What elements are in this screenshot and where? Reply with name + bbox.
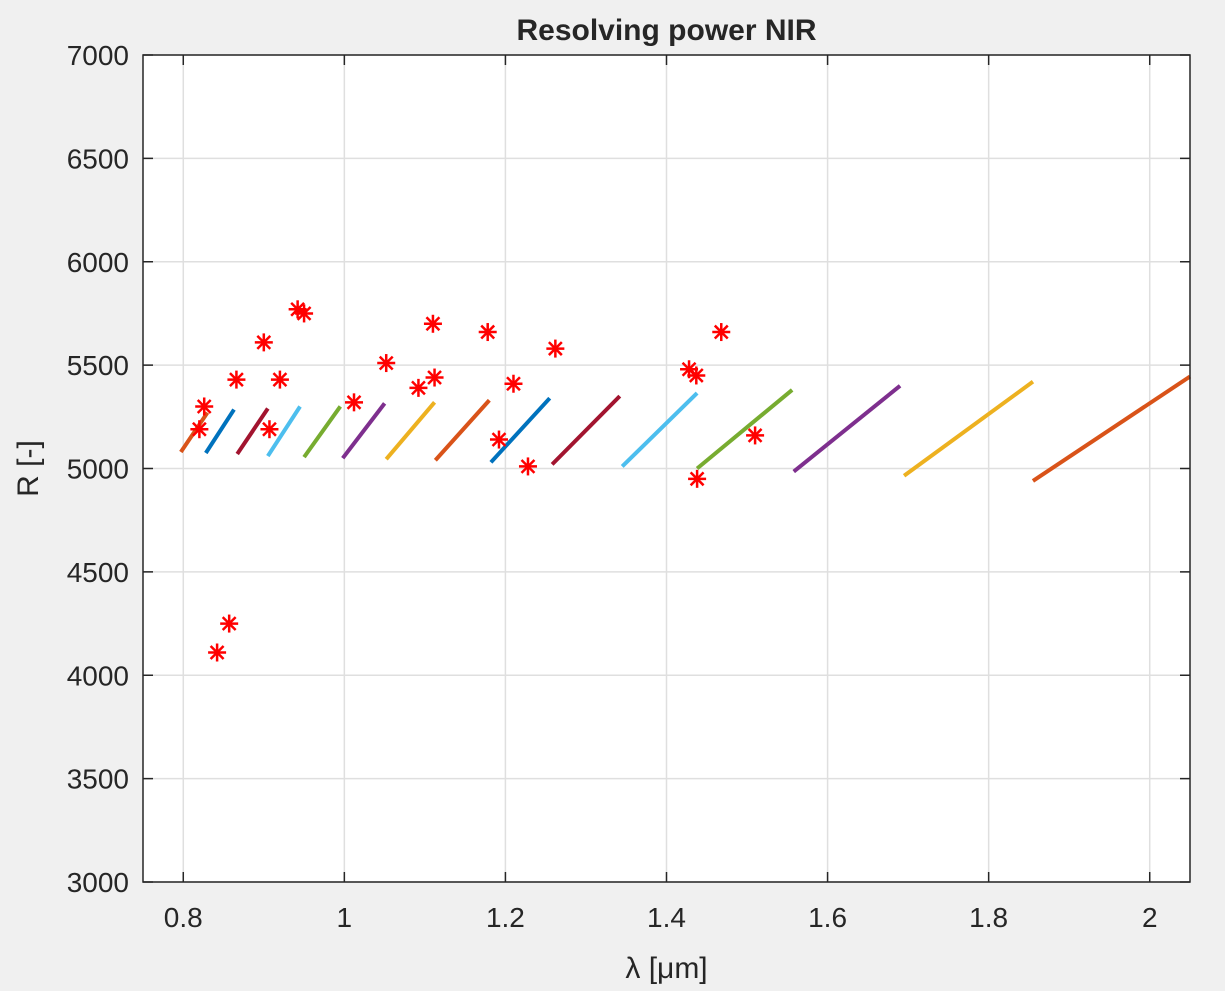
data-point-marker [712, 323, 731, 342]
series-line [792, 384, 902, 474]
series-line [302, 405, 342, 459]
series-line [179, 411, 210, 454]
series-line [550, 394, 622, 466]
data-point-marker [746, 426, 765, 445]
data-point-marker [504, 374, 523, 393]
data-point-marker [270, 370, 289, 389]
y-tick-label: 6000 [67, 247, 129, 278]
data-point-marker [409, 378, 428, 397]
data-point-marker [195, 397, 214, 416]
y-tick-label: 3000 [67, 867, 129, 898]
x-tick-label: 0.8 [164, 902, 203, 933]
series-lines [179, 374, 1192, 483]
series-line [1031, 374, 1192, 483]
data-point-marker [518, 457, 537, 476]
y-tick-label: 4500 [67, 557, 129, 588]
y-tick-label: 3500 [67, 764, 129, 795]
x-tick-label: 1.8 [969, 902, 1008, 933]
y-tick-label: 7000 [67, 40, 129, 71]
y-tick-label: 5500 [67, 350, 129, 381]
x-tick-label: 1.2 [486, 902, 525, 933]
data-point-marker [688, 469, 707, 488]
series-line [489, 396, 552, 464]
data-point-marker [227, 370, 246, 389]
data-point-marker [254, 333, 273, 352]
series-line [384, 401, 437, 461]
x-tick-label: 1.6 [808, 902, 847, 933]
series-line [902, 380, 1035, 478]
data-point-marker [489, 430, 508, 449]
data-point-marker [478, 323, 497, 342]
series-line [695, 388, 794, 471]
data-point-marker [208, 643, 227, 662]
data-point-marker [425, 368, 444, 387]
data-point-marker [190, 420, 209, 439]
x-axis-label: λ [μm] [625, 952, 707, 985]
series-line [266, 405, 302, 458]
series-line [204, 408, 236, 455]
chart-title: Resolving power NIR [516, 14, 816, 47]
data-point-marker [220, 614, 239, 633]
y-tick-label: 5000 [67, 454, 129, 485]
series-line [235, 407, 270, 456]
data-point-marker [687, 366, 706, 385]
data-point-marker [546, 339, 565, 358]
data-point-marker [377, 354, 396, 373]
axis-ticks: 0.8 1 1.2 1.4 1.6 1.8 2 3000 3500 4000 4500 5000 550… [67, 40, 1190, 933]
series-line [620, 391, 699, 468]
data-point-marker [345, 393, 364, 412]
series-line [433, 398, 491, 462]
data-point-marker [423, 314, 442, 333]
x-tick-label: 1 [337, 902, 353, 933]
y-tick-label: 4000 [67, 660, 129, 691]
x-tick-label: 2 [1142, 902, 1158, 933]
data-point-marker [295, 304, 314, 323]
y-tick-label: 6500 [67, 143, 129, 174]
data-markers [190, 300, 765, 662]
y-axis-label: R [-] [12, 440, 45, 497]
series-line [341, 402, 387, 460]
x-tick-label: 1.4 [647, 902, 686, 933]
data-point-marker [260, 420, 279, 439]
